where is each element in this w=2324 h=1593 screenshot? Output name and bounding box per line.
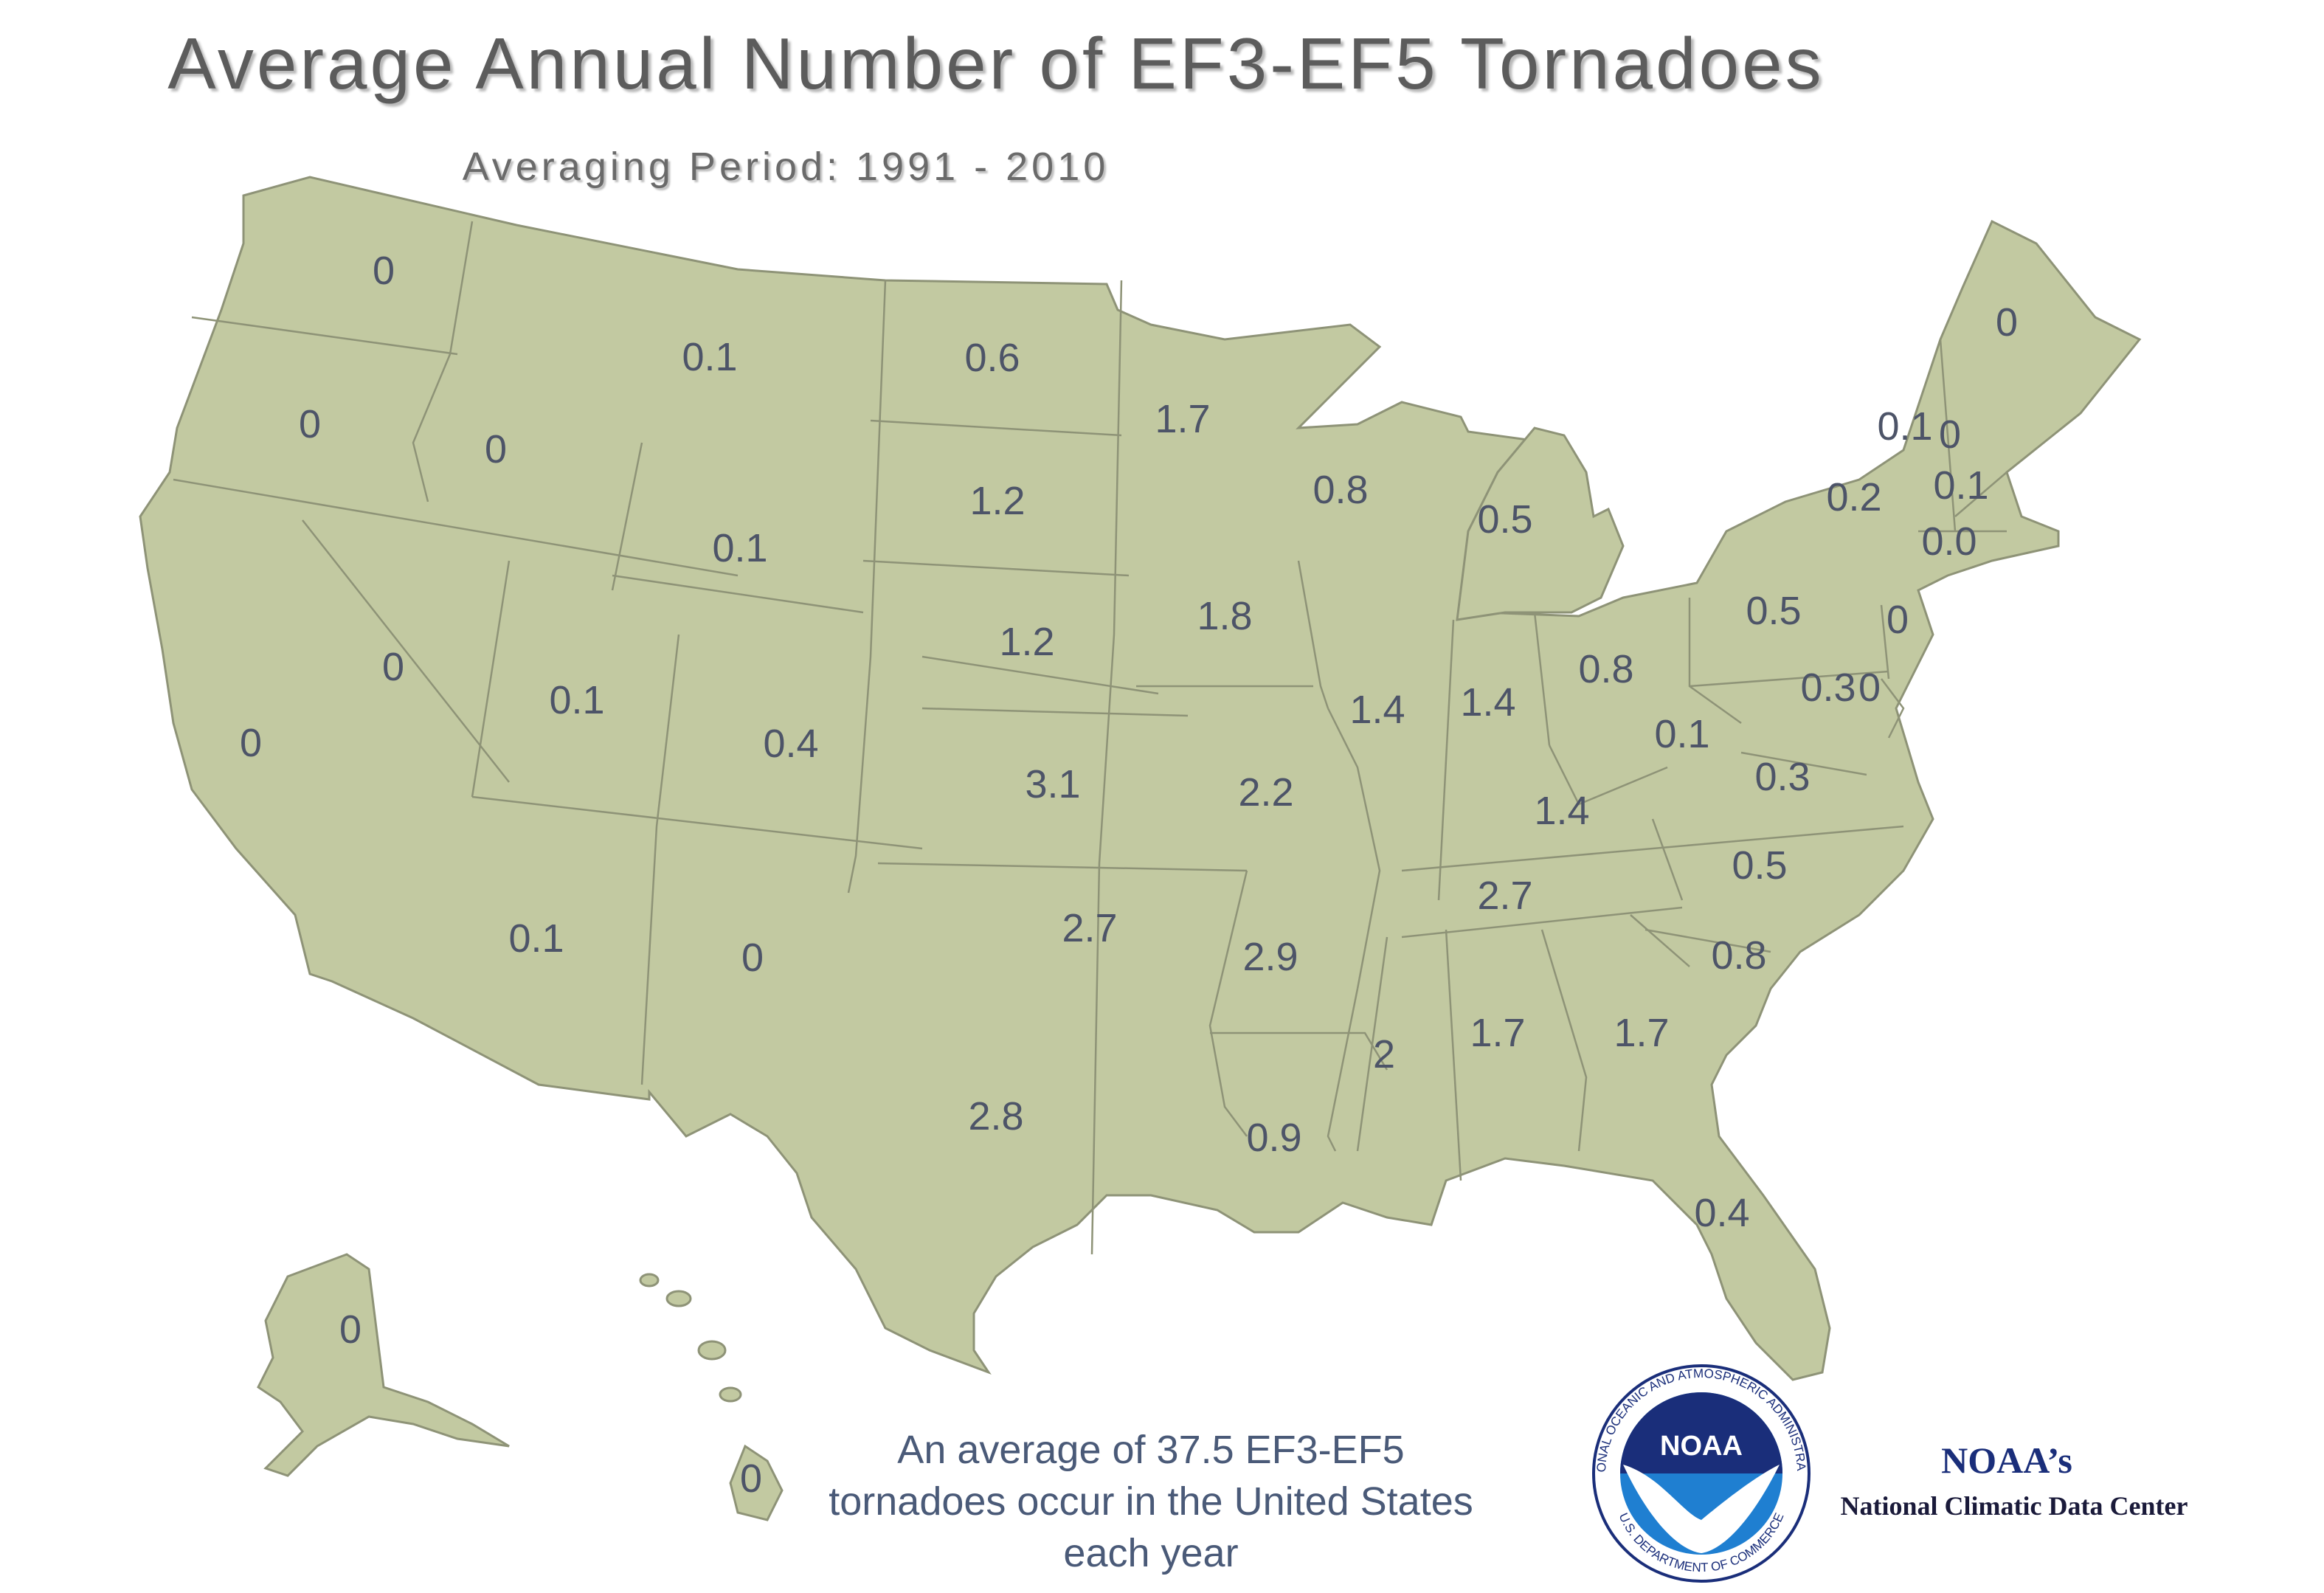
label-wi: 0.8 bbox=[1313, 468, 1368, 512]
label-co: 0.4 bbox=[763, 722, 818, 766]
label-ma: 0.1 bbox=[1933, 463, 1988, 508]
label-la: 0.9 bbox=[1246, 1116, 1301, 1160]
label-id: 0 bbox=[485, 427, 507, 471]
label-vt: 0.1 bbox=[1877, 404, 1932, 449]
label-mi: 0.5 bbox=[1477, 497, 1532, 542]
label-sd: 1.2 bbox=[969, 479, 1025, 523]
label-ky: 1.4 bbox=[1534, 789, 1589, 833]
label-ks: 3.1 bbox=[1025, 762, 1080, 806]
label-md: 0.3 bbox=[1800, 666, 1856, 710]
label-nm: 0 bbox=[741, 936, 764, 980]
label-in: 1.4 bbox=[1460, 680, 1515, 725]
summary-note-line-3: each year bbox=[1063, 1531, 1239, 1575]
label-ne: 1.2 bbox=[999, 620, 1054, 664]
state-value-labels: 0 0 0 0 0 0.1 0.1 0.1 0.1 0.4 0 0.6 1.2 … bbox=[240, 249, 2018, 1501]
label-ms: 2 bbox=[1373, 1032, 1395, 1077]
org-name: National Climatic Data Center bbox=[1840, 1491, 2188, 1521]
label-nj: 0 bbox=[1858, 666, 1881, 710]
label-sc: 0.8 bbox=[1711, 933, 1766, 978]
label-ar: 2.9 bbox=[1242, 935, 1298, 979]
label-pa: 0.5 bbox=[1746, 589, 1801, 633]
label-hi: 0 bbox=[740, 1456, 762, 1501]
label-al: 1.7 bbox=[1470, 1011, 1525, 1055]
label-mt: 0.1 bbox=[682, 335, 737, 379]
label-ok: 2.7 bbox=[1062, 906, 1117, 950]
label-tx: 2.8 bbox=[968, 1094, 1023, 1138]
noaa-logo-center-text: NOAA bbox=[1660, 1431, 1743, 1462]
label-nv: 0 bbox=[382, 645, 404, 689]
alaska-landmass bbox=[257, 1253, 510, 1477]
michigan-lower-peninsula bbox=[1456, 426, 1625, 621]
label-oh: 0.8 bbox=[1578, 647, 1633, 691]
state-boundaries bbox=[173, 221, 2007, 1255]
label-ga: 1.7 bbox=[1614, 1011, 1669, 1055]
label-nd: 0.6 bbox=[964, 336, 1020, 380]
label-il: 1.4 bbox=[1349, 688, 1405, 732]
hawaii-islands bbox=[639, 1273, 784, 1521]
map-title: Average Annual Number of EF3-EF5 Tornado… bbox=[167, 23, 1825, 104]
label-nc: 0.5 bbox=[1732, 843, 1787, 888]
label-ia: 1.8 bbox=[1197, 594, 1252, 638]
label-fl: 0.4 bbox=[1694, 1191, 1749, 1235]
label-mo: 2.2 bbox=[1238, 770, 1293, 815]
org-title: NOAA’s bbox=[1941, 1440, 2072, 1481]
summary-note-line-2: tornadoes occur in the United States bbox=[829, 1479, 1473, 1524]
label-ca: 0 bbox=[240, 721, 262, 765]
label-me: 0 bbox=[1996, 300, 2018, 345]
label-ct: 0.0 bbox=[1921, 519, 1977, 564]
summary-note-line-1: An average of 37.5 EF3-EF5 bbox=[897, 1428, 1405, 1472]
label-tn: 2.7 bbox=[1477, 874, 1532, 918]
label-ut: 0.1 bbox=[549, 678, 604, 722]
label-wy: 0.1 bbox=[712, 526, 767, 570]
label-ak: 0 bbox=[339, 1307, 362, 1352]
label-az: 0.1 bbox=[508, 916, 564, 961]
label-va: 0.3 bbox=[1754, 755, 1810, 799]
contiguous-us-landmass bbox=[139, 176, 2142, 1381]
label-nh: 0 bbox=[1939, 412, 1961, 457]
label-ny: 0.2 bbox=[1826, 475, 1881, 519]
summary-note: An average of 37.5 EF3-EF5 tornadoes occ… bbox=[797, 1424, 1505, 1579]
label-or: 0 bbox=[299, 402, 321, 446]
label-wa: 0 bbox=[373, 249, 395, 293]
map-subtitle: Averaging Period: 1991 - 2010 bbox=[462, 145, 1110, 189]
label-wv: 0.1 bbox=[1654, 712, 1709, 756]
label-ri: 0 bbox=[1886, 598, 1909, 642]
label-mn: 1.7 bbox=[1155, 397, 1210, 441]
